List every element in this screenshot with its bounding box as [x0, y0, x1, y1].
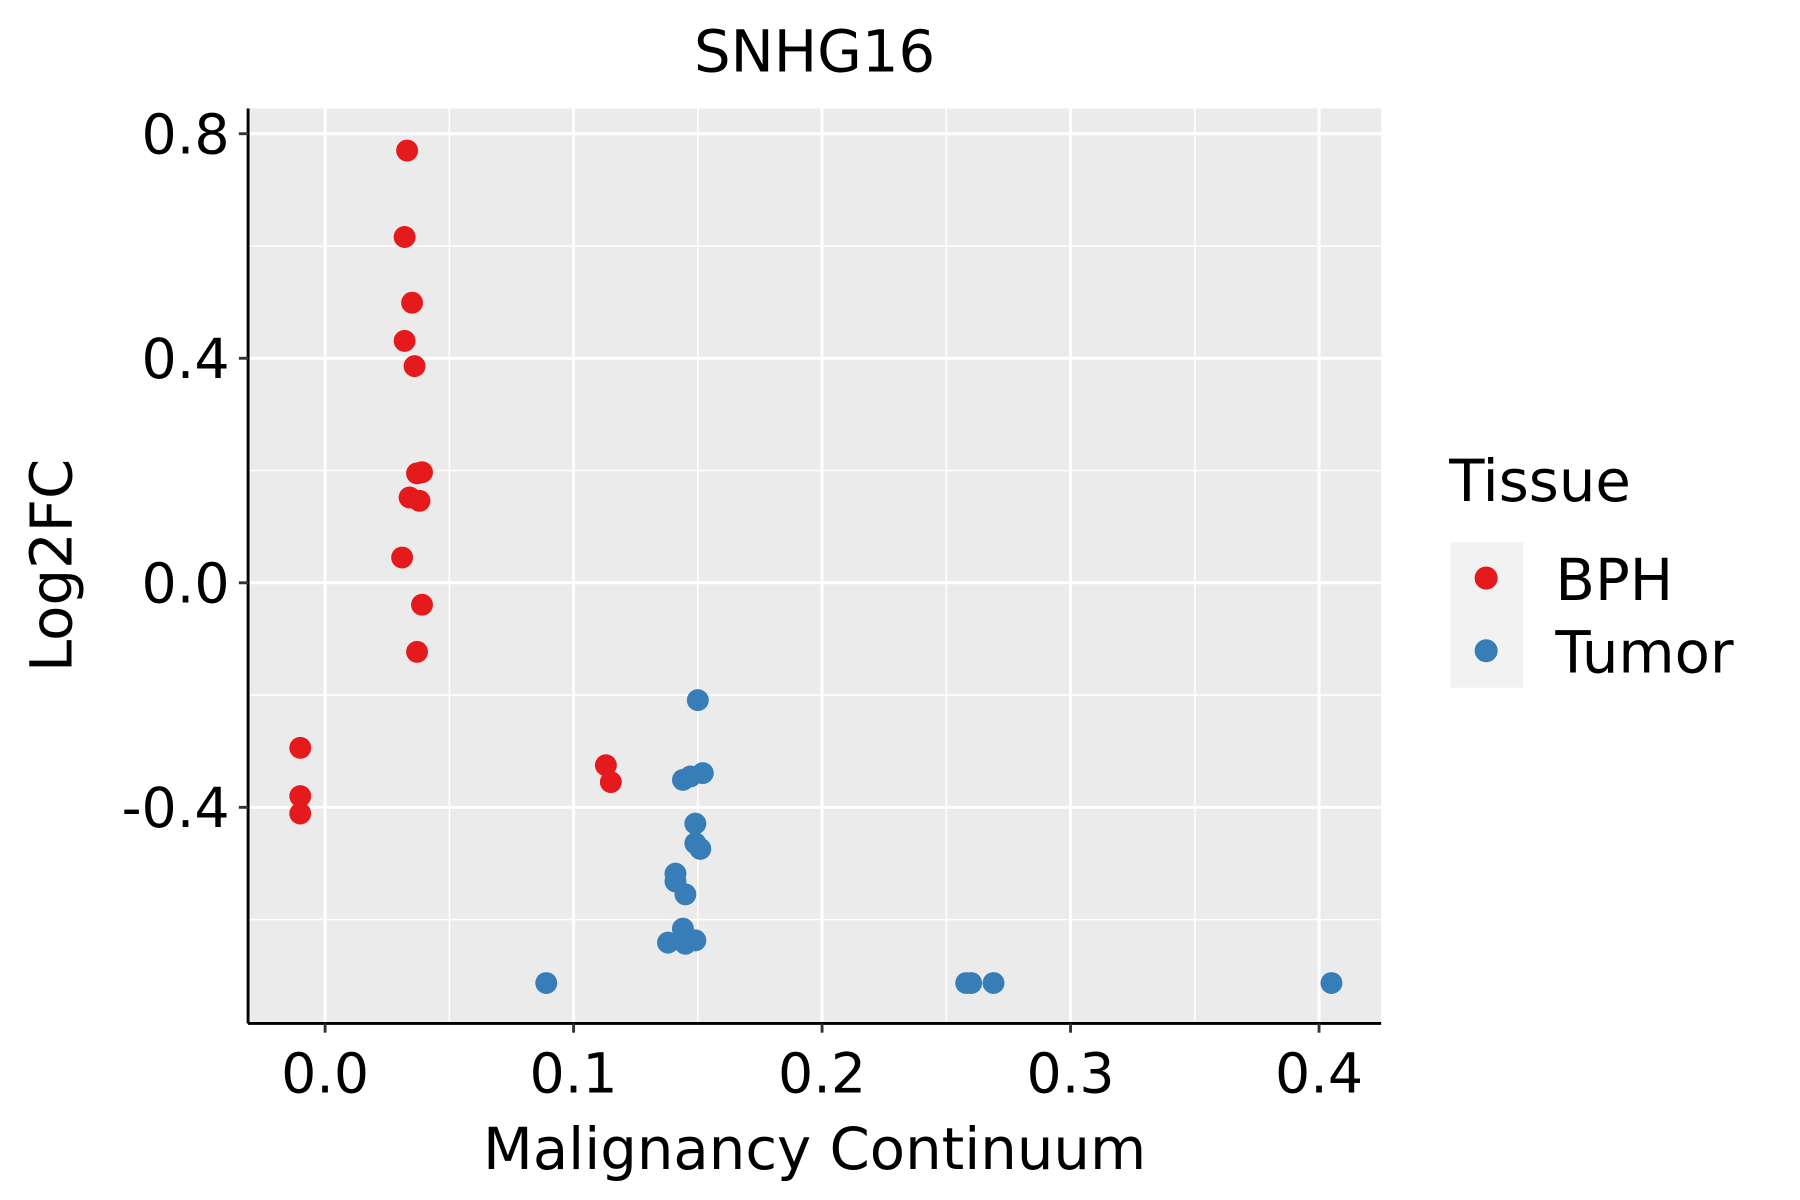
data-points — [289, 139, 1343, 995]
y-tick-label: 0.0 — [142, 552, 230, 616]
point-tumor — [689, 837, 712, 860]
point-bph — [411, 461, 433, 484]
grid-lines — [248, 108, 1382, 1024]
plot-panel — [248, 108, 1382, 1024]
point-bph — [396, 139, 419, 162]
point-tumor — [960, 972, 983, 995]
point-tumor — [1320, 972, 1343, 995]
x-tick-label: 0.0 — [281, 1043, 369, 1107]
point-tumor — [982, 972, 1005, 995]
point-bph — [408, 489, 431, 512]
point-bph — [289, 736, 312, 759]
point-tumor — [674, 883, 697, 906]
point-bph — [406, 640, 429, 663]
legend-key-bph — [1474, 566, 1498, 590]
x-axis-label: Malignancy Continuum — [483, 1115, 1146, 1183]
y-axis-label: Log2FC — [18, 459, 86, 672]
point-bph — [393, 329, 416, 352]
point-bph — [289, 802, 312, 825]
chart-title: SNHG16 — [694, 18, 935, 86]
legend-key-tumor — [1474, 639, 1498, 663]
x-tick-label: 0.4 — [1275, 1043, 1363, 1107]
point-tumor — [684, 812, 707, 835]
point-bph — [599, 771, 622, 794]
y-tick-label: 0.8 — [142, 103, 230, 167]
point-tumor — [657, 931, 679, 954]
legend-label-tumor: Tumor — [1554, 619, 1734, 687]
x-tick-label: 0.2 — [778, 1043, 866, 1107]
x-tick-label: 0.3 — [1027, 1043, 1115, 1107]
point-tumor — [684, 929, 707, 952]
point-bph — [411, 593, 433, 616]
point-bph — [403, 355, 426, 378]
x-ticks: 0.0 0.1 0.2 0.3 0.4 — [281, 1023, 1363, 1107]
legend-label-bph: BPH — [1555, 546, 1673, 614]
legend-title: Tissue — [1448, 447, 1631, 515]
y-ticks: 0.8 0.4 0.0 -0.4 — [122, 103, 249, 841]
point-tumor — [671, 768, 694, 791]
point-bph — [393, 226, 416, 248]
y-tick-label: -0.4 — [122, 777, 230, 841]
point-bph — [289, 785, 312, 808]
point-tumor — [686, 689, 709, 712]
y-tick-label: 0.4 — [142, 328, 230, 392]
point-bph — [401, 291, 424, 314]
legend-key-background — [1450, 542, 1524, 688]
point-bph — [594, 754, 617, 777]
legend: Tissue BPH Tumor — [1448, 447, 1734, 688]
point-bph — [391, 546, 414, 569]
point-tumor — [535, 972, 558, 995]
x-tick-label: 0.1 — [530, 1043, 618, 1107]
